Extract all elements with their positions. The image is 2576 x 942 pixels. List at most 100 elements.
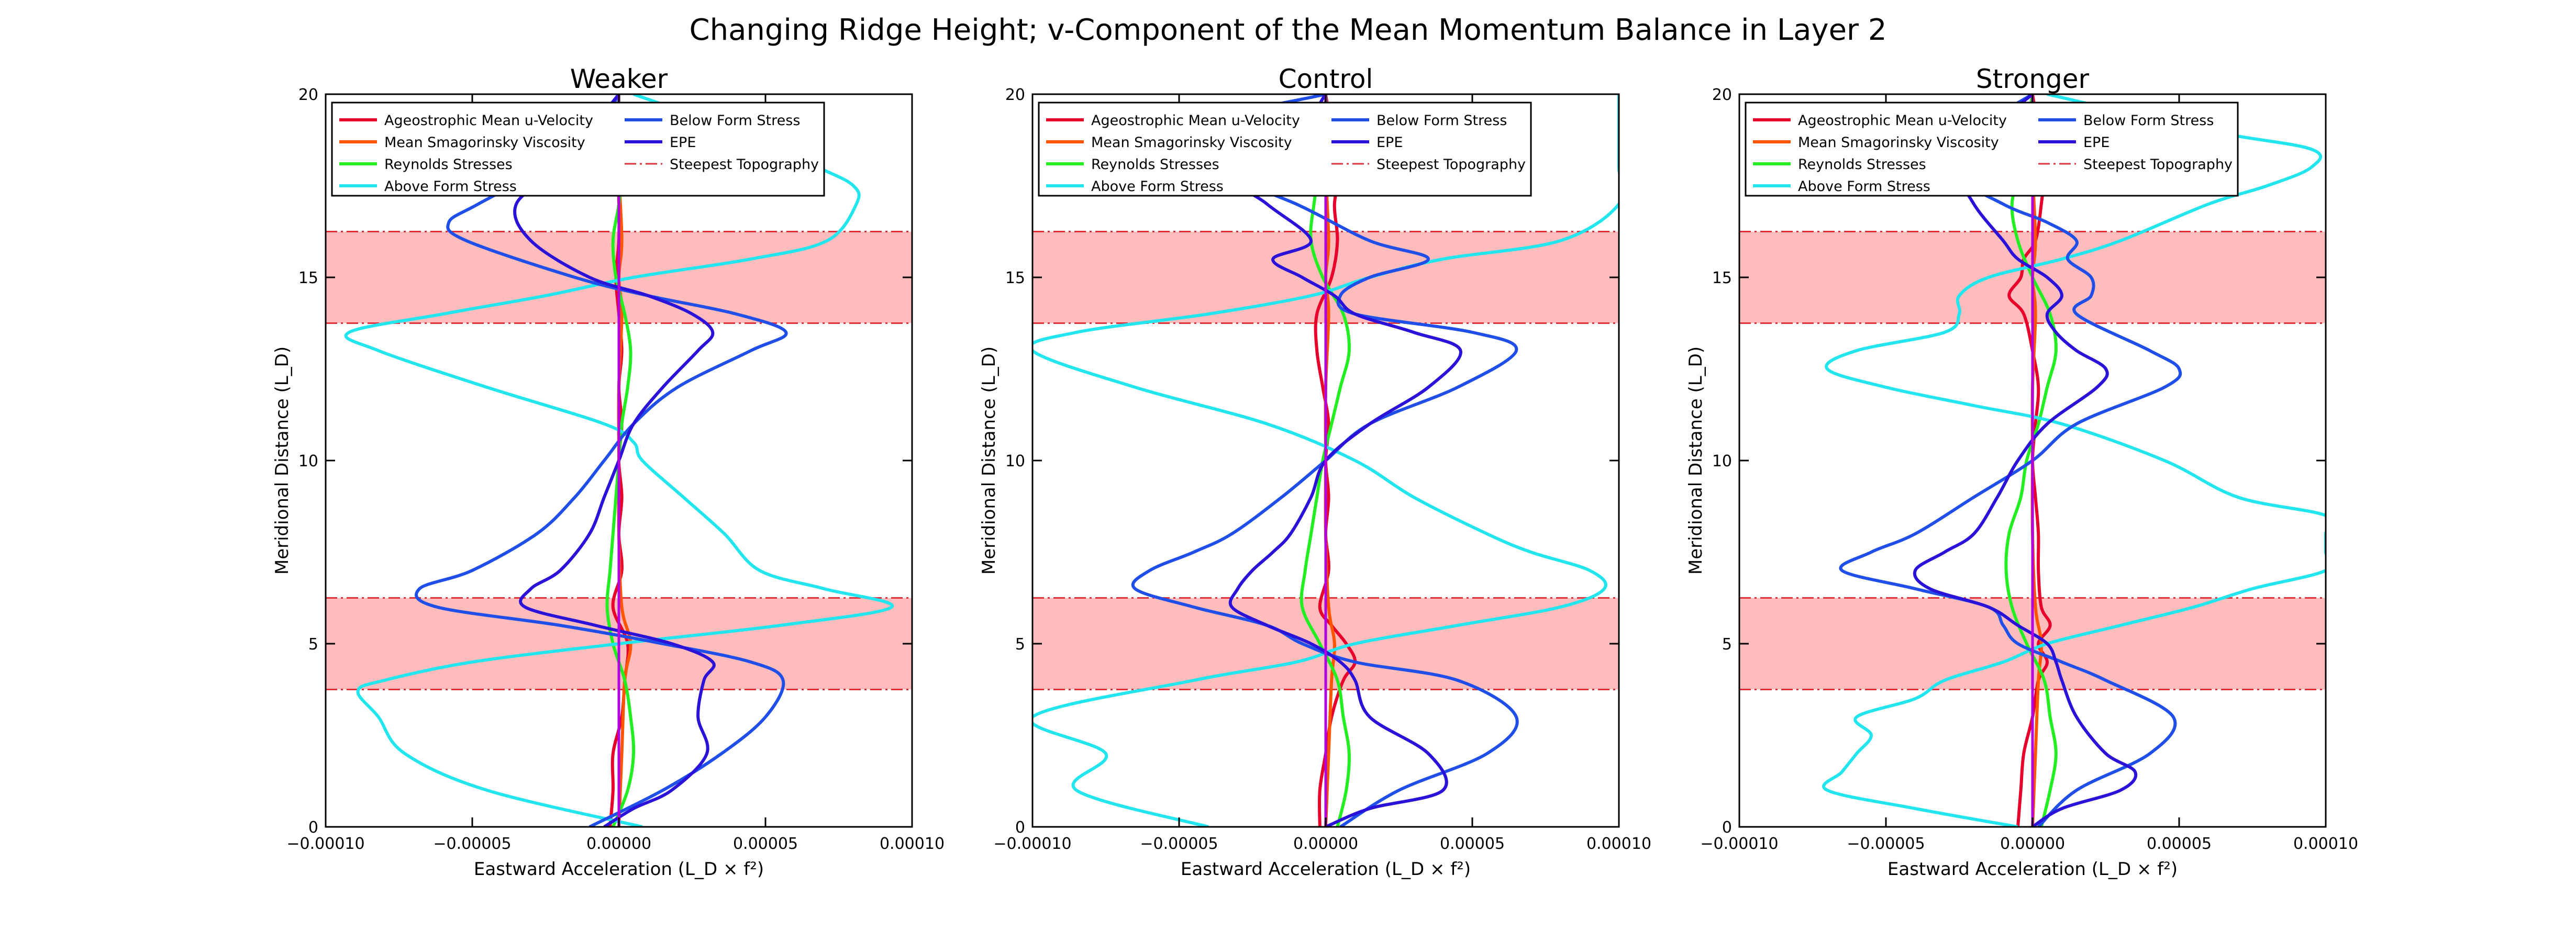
y-tick-label: 10 [1005,452,1025,470]
legend-item: EPE [2038,134,2109,151]
legend-label: Steepest Topography [1376,156,1526,173]
legend-item: Mean Smagorinsky Viscosity [1753,134,1999,151]
series-line [344,94,894,827]
x-tick-label: 0.00010 [2293,835,2358,853]
legend-item: Reynolds Stresses [339,156,513,173]
legend-label: Ageostrophic Mean u-Velocity [1798,113,2007,129]
legend-label: EPE [670,134,696,151]
legend-item: EPE [1331,134,1403,151]
x-tick-label: 0.00000 [586,835,651,853]
y-tick-label: 5 [308,635,318,654]
legend-item: Ageostrophic Mean u-Velocity [1753,113,2007,129]
plot-series [1032,94,1619,827]
x-tick-label: 0.00010 [1586,835,1651,853]
legend-item: Above Form Stress [1046,178,1224,195]
chart-title: Stronger [1976,64,2090,94]
x-tick-label: −0.00005 [1847,835,1925,853]
x-tick-label: −0.00010 [286,835,364,853]
x-tick-label: −0.00005 [433,835,511,853]
legend-item: Mean Smagorinsky Viscosity [1046,134,1292,151]
legend-label: Reynolds Stresses [1091,156,1219,173]
legend-label: Above Form Stress [1798,178,1930,195]
legend-label: Mean Smagorinsky Viscosity [1798,134,1999,151]
y-tick-label: 0 [1015,818,1025,837]
legend-label: Below Form Stress [670,113,800,129]
series-line [415,94,788,827]
y-axis-label: Meridional Distance (L_D) [1685,346,1706,575]
legend-item: Below Form Stress [2038,113,2214,129]
legend-item: Ageostrophic Mean u-Velocity [1046,113,1300,129]
y-tick-label: 15 [298,269,318,287]
x-tick-label: 0.00000 [1293,835,1358,853]
legend-box [1038,102,1532,197]
legend: Ageostrophic Mean u-Velocity Mean Smagori… [1745,102,2239,197]
legend-item: Above Form Stress [1753,178,1930,195]
legend-item: Below Form Stress [625,113,800,129]
legend-label: EPE [2083,134,2109,151]
y-axis-label: Meridional Distance (L_D) [979,346,1000,575]
series-line [1913,94,2138,827]
legend-label: Ageostrophic Mean u-Velocity [384,113,593,129]
chart-title: Weaker [570,64,668,94]
x-axis-label: Eastward Acceleration (L_D × f²) [1887,859,2178,880]
legend-item: Steepest Topography [2038,156,2233,173]
x-tick-label: −0.00010 [993,835,1071,853]
series-line [2004,94,2058,827]
x-axis-label: Eastward Acceleration (L_D × f²) [474,859,764,880]
legend-label: Above Form Stress [384,178,517,195]
x-tick-label: 0.00000 [2000,835,2065,853]
legend-box [331,102,825,197]
y-tick-label: 0 [308,818,318,837]
legend-label: Above Form Stress [1091,178,1224,195]
y-axis-label: Meridional Distance (L_D) [272,346,293,575]
series-line [513,94,716,827]
legend-item: Steepest Topography [625,156,819,173]
legend-item: EPE [625,134,696,151]
legend-label: Below Form Stress [2083,113,2214,129]
y-tick-label: 15 [1005,269,1025,287]
legend-item: Mean Smagorinsky Viscosity [339,134,585,151]
y-tick-label: 10 [298,452,318,470]
series-line [1822,94,2326,827]
legend-item: Steepest Topography [1331,156,1526,173]
x-tick-label: 0.00005 [1440,835,1505,853]
y-tick-label: 20 [1712,86,1732,104]
legend-label: Reynolds Stresses [384,156,513,173]
legend-label: Steepest Topography [2083,156,2233,173]
figure-suptitle: Changing Ridge Height; v-Component of th… [689,13,1886,47]
series-line [1300,94,1351,827]
legend-label: Below Form Stress [1376,113,1507,129]
y-tick-label: 20 [1005,86,1025,104]
y-tick-label: 5 [1015,635,1025,654]
y-tick-label: 10 [1712,452,1732,470]
x-axis-label: Eastward Acceleration (L_D × f²) [1181,859,1471,880]
legend-item: Reynolds Stresses [1046,156,1219,173]
legend-label: Mean Smagorinsky Viscosity [384,134,585,151]
legend-label: Mean Smagorinsky Viscosity [1091,134,1292,151]
x-tick-label: −0.00005 [1140,835,1218,853]
x-tick-label: 0.00005 [733,835,798,853]
x-tick-label: −0.00010 [1700,835,1778,853]
legend-box [1745,102,2239,197]
y-tick-label: 20 [298,86,318,104]
chart-panel-stronger: −0.00010 −0.00005 0.00000 0.00005 0.00010 0 5 1… [1685,64,2358,880]
legend-label: Reynolds Stresses [1798,156,1926,173]
chart-title: Control [1279,64,1373,94]
plot-series [1739,94,2326,827]
y-tick-label: 5 [1722,635,1732,654]
legend-label: EPE [1376,134,1403,151]
x-tick-label: 0.00005 [2147,835,2212,853]
legend-item: Reynolds Stresses [1753,156,1926,173]
legend-item: Below Form Stress [1331,113,1507,129]
series-line [1032,94,1619,827]
series-line [1221,94,1462,827]
chart-panel-control: −0.00010 −0.00005 0.00000 0.00005 0.00010 0 5 1… [979,64,1651,880]
plot-series [326,94,912,827]
legend: Ageostrophic Mean u-Velocity Mean Smagori… [1038,102,1532,197]
legend-label: Steepest Topography [670,156,819,173]
legend-label: Ageostrophic Mean u-Velocity [1091,113,1300,129]
legend-item: Ageostrophic Mean u-Velocity [339,113,593,129]
chart-panels: −0.00010 −0.00005 0.00000 0.00005 0.00010 0 5 1… [272,64,2358,880]
legend-item: Above Form Stress [339,178,517,195]
